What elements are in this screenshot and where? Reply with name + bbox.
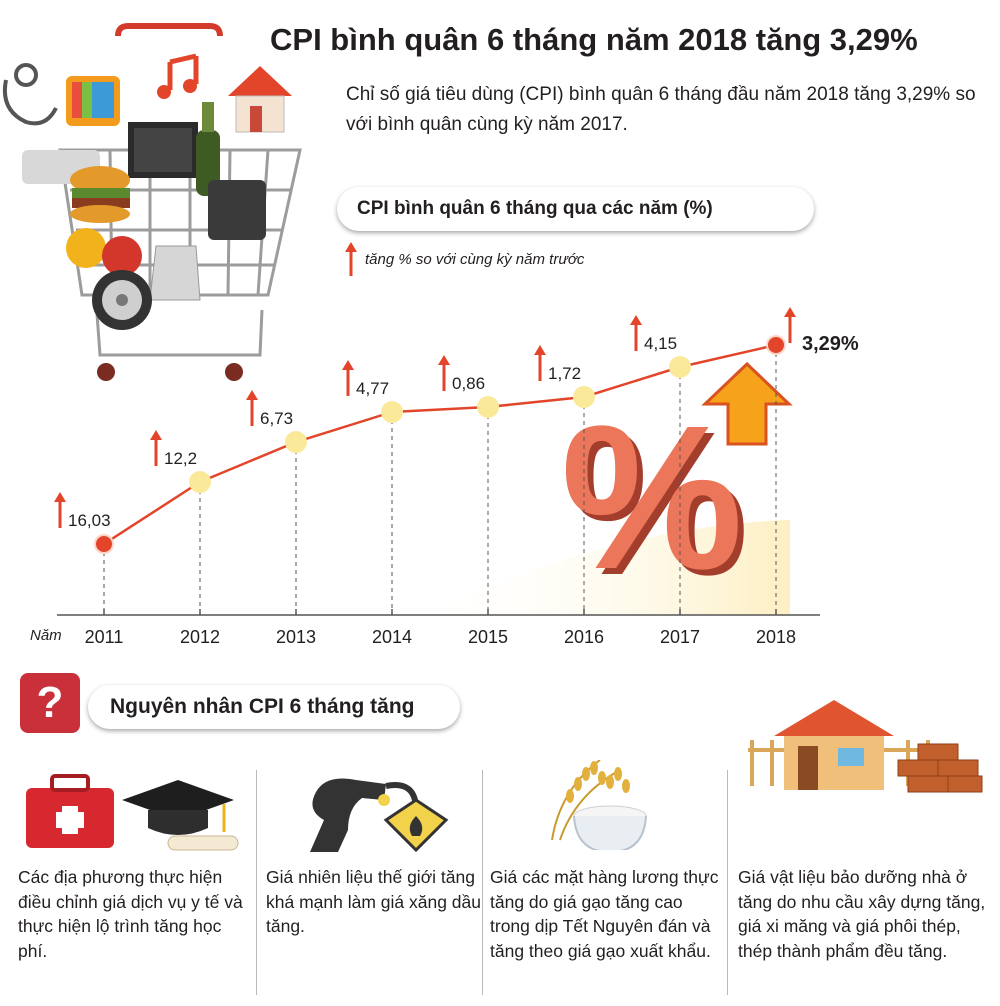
reasons-title-box: Nguyên nhân CPI 6 tháng tăng <box>88 685 460 729</box>
value-label: 0,86 <box>452 374 485 393</box>
up-arrow-icon <box>784 307 796 343</box>
data-point <box>381 401 403 423</box>
data-point <box>669 356 691 378</box>
reason-card: Giá vật liệu bảo dưỡng nhà ở tăng do nhu… <box>738 700 988 995</box>
data-point <box>189 471 211 493</box>
up-arrow-icon <box>54 492 66 528</box>
value-label: 16,03 <box>68 511 111 530</box>
data-point <box>477 396 499 418</box>
value-label: 3,29% <box>802 333 859 355</box>
percent-icon: % <box>567 389 749 618</box>
data-point <box>285 431 307 453</box>
page-title: CPI bình quân 6 tháng năm 2018 tăng 3,29… <box>270 22 918 57</box>
reason-text: Giá nhiên liệu thế giới tăng khá mạnh là… <box>266 867 481 936</box>
cpi-line-chart: % % 16,03 12,2 6,73 4,77 0,86 1,72 4,15 3,29% 2… <box>30 307 859 647</box>
page-subtitle: Chỉ số giá tiêu dùng (CPI) bình quân 6 t… <box>346 84 976 135</box>
reason-card: Các địa phương thực hiện điều chỉnh giá … <box>18 770 248 995</box>
reason-text: Giá vật liệu bảo dưỡng nhà ở tăng do nhu… <box>738 867 986 961</box>
data-point <box>766 335 786 355</box>
x-axis-label: Năm <box>30 627 62 644</box>
x-tick-label: 2012 <box>180 627 220 647</box>
medical-kit-and-graduation-cap-icon <box>26 774 239 851</box>
house-and-bricks-icon <box>748 700 983 793</box>
reason-text: Giá các mặt hàng lương thực tăng do giá … <box>490 867 719 961</box>
data-point <box>94 534 114 554</box>
value-label: 12,2 <box>164 449 197 468</box>
reason-card: Giá các mặt hàng lương thực tăng do giá … <box>490 760 720 995</box>
up-arrow-icon <box>150 430 162 466</box>
decorative-area <box>420 520 790 615</box>
x-tick-label: 2014 <box>372 627 412 647</box>
chart-title-box: CPI bình quân 6 tháng qua các năm (%) <box>337 187 814 231</box>
series-line <box>103 343 777 546</box>
up-arrow-icon <box>345 242 357 276</box>
up-arrow-icon <box>246 390 258 426</box>
rice-bowl-icon <box>551 760 647 850</box>
up-arrow-icon <box>342 360 354 396</box>
up-arrow-icon <box>630 315 642 351</box>
chart-title: CPI bình quân 6 tháng qua các năm (%) <box>357 198 713 219</box>
legend-label: tăng % so với cùng kỳ năm trước <box>365 250 585 268</box>
up-arrow-icon <box>534 345 546 381</box>
question-icon: ? <box>20 673 80 733</box>
percent-icon-face: % <box>561 383 743 612</box>
divider <box>482 770 483 995</box>
chart-legend: tăng % so với cùng kỳ năm trước <box>345 242 584 276</box>
divider <box>256 770 257 995</box>
divider <box>727 770 728 995</box>
value-label: 1,72 <box>548 364 581 383</box>
value-label: 6,73 <box>260 409 293 428</box>
x-tick-label: 2018 <box>756 627 796 647</box>
reasons-title: Nguyên nhân CPI 6 tháng tăng <box>110 695 415 718</box>
data-point <box>573 386 595 408</box>
value-label: 4,77 <box>356 379 389 398</box>
reason-card: Giá nhiên liệu thế giới tăng khá mạnh là… <box>266 770 481 995</box>
x-tick-label: 2015 <box>468 627 508 647</box>
value-label: 4,15 <box>644 334 677 353</box>
fuel-nozzle-icon <box>310 778 449 853</box>
x-tick-label: 2011 <box>85 627 124 647</box>
x-tick-label: 2017 <box>660 627 700 647</box>
shopping-cart-illustration <box>3 23 302 381</box>
reason-text: Các địa phương thực hiện điều chỉnh giá … <box>18 867 243 961</box>
x-tick-label: 2016 <box>564 627 604 647</box>
x-tick-label: 2013 <box>276 627 316 647</box>
big-up-arrow-icon <box>701 361 793 446</box>
up-arrow-icon <box>438 355 450 391</box>
